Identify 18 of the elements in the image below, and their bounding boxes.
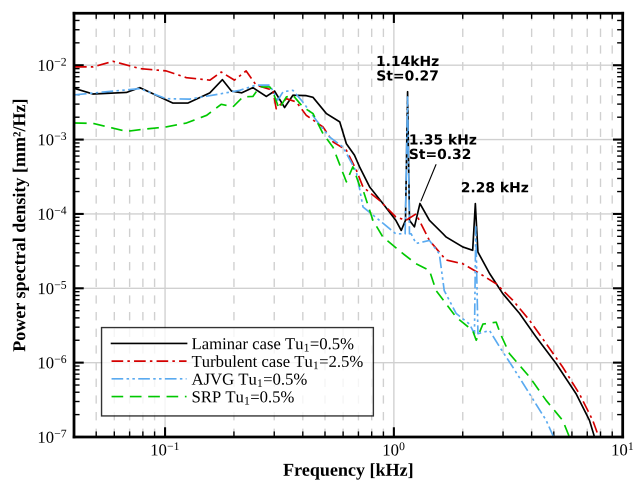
y-tick-label: 10$^{−6}$	[38, 355, 66, 368]
legend-label: SRP Tu$_{1}$=0.5%	[192, 391, 294, 405]
y-tick-label: 10$^{−5}$	[38, 281, 66, 294]
x-axis-title: Frequency [kHz]	[283, 463, 412, 480]
annotation: 1.14kHz St=0.27	[377, 55, 439, 81]
y-tick-label: 10$^{−2}$	[38, 58, 66, 72]
legend-label: Laminar case Tu$_{1}$=0.5%	[192, 338, 354, 352]
y-axis-title: Power spectral density [mm²/Hz]	[12, 100, 30, 352]
annotation: 2.28 kHz	[462, 182, 528, 193]
annotation: 1.35 kHz St=0.32	[410, 134, 476, 160]
x-tick-label: 10$^{0}$	[384, 442, 404, 456]
x-tick-label: 10$^{−1}$	[152, 442, 179, 456]
legend-label: Turbulent case Tu$_{1}$=2.5%	[192, 355, 363, 370]
y-tick-label: 10$^{−3}$	[38, 132, 66, 146]
y-tick-label: 10$^{−7}$	[38, 430, 66, 443]
y-tick-label: 10$^{−4}$	[38, 206, 66, 220]
x-tick-label: 10$^{1}$	[612, 442, 634, 456]
legend-label: AJVG Tu$_{1}$=0.5%	[192, 374, 307, 387]
